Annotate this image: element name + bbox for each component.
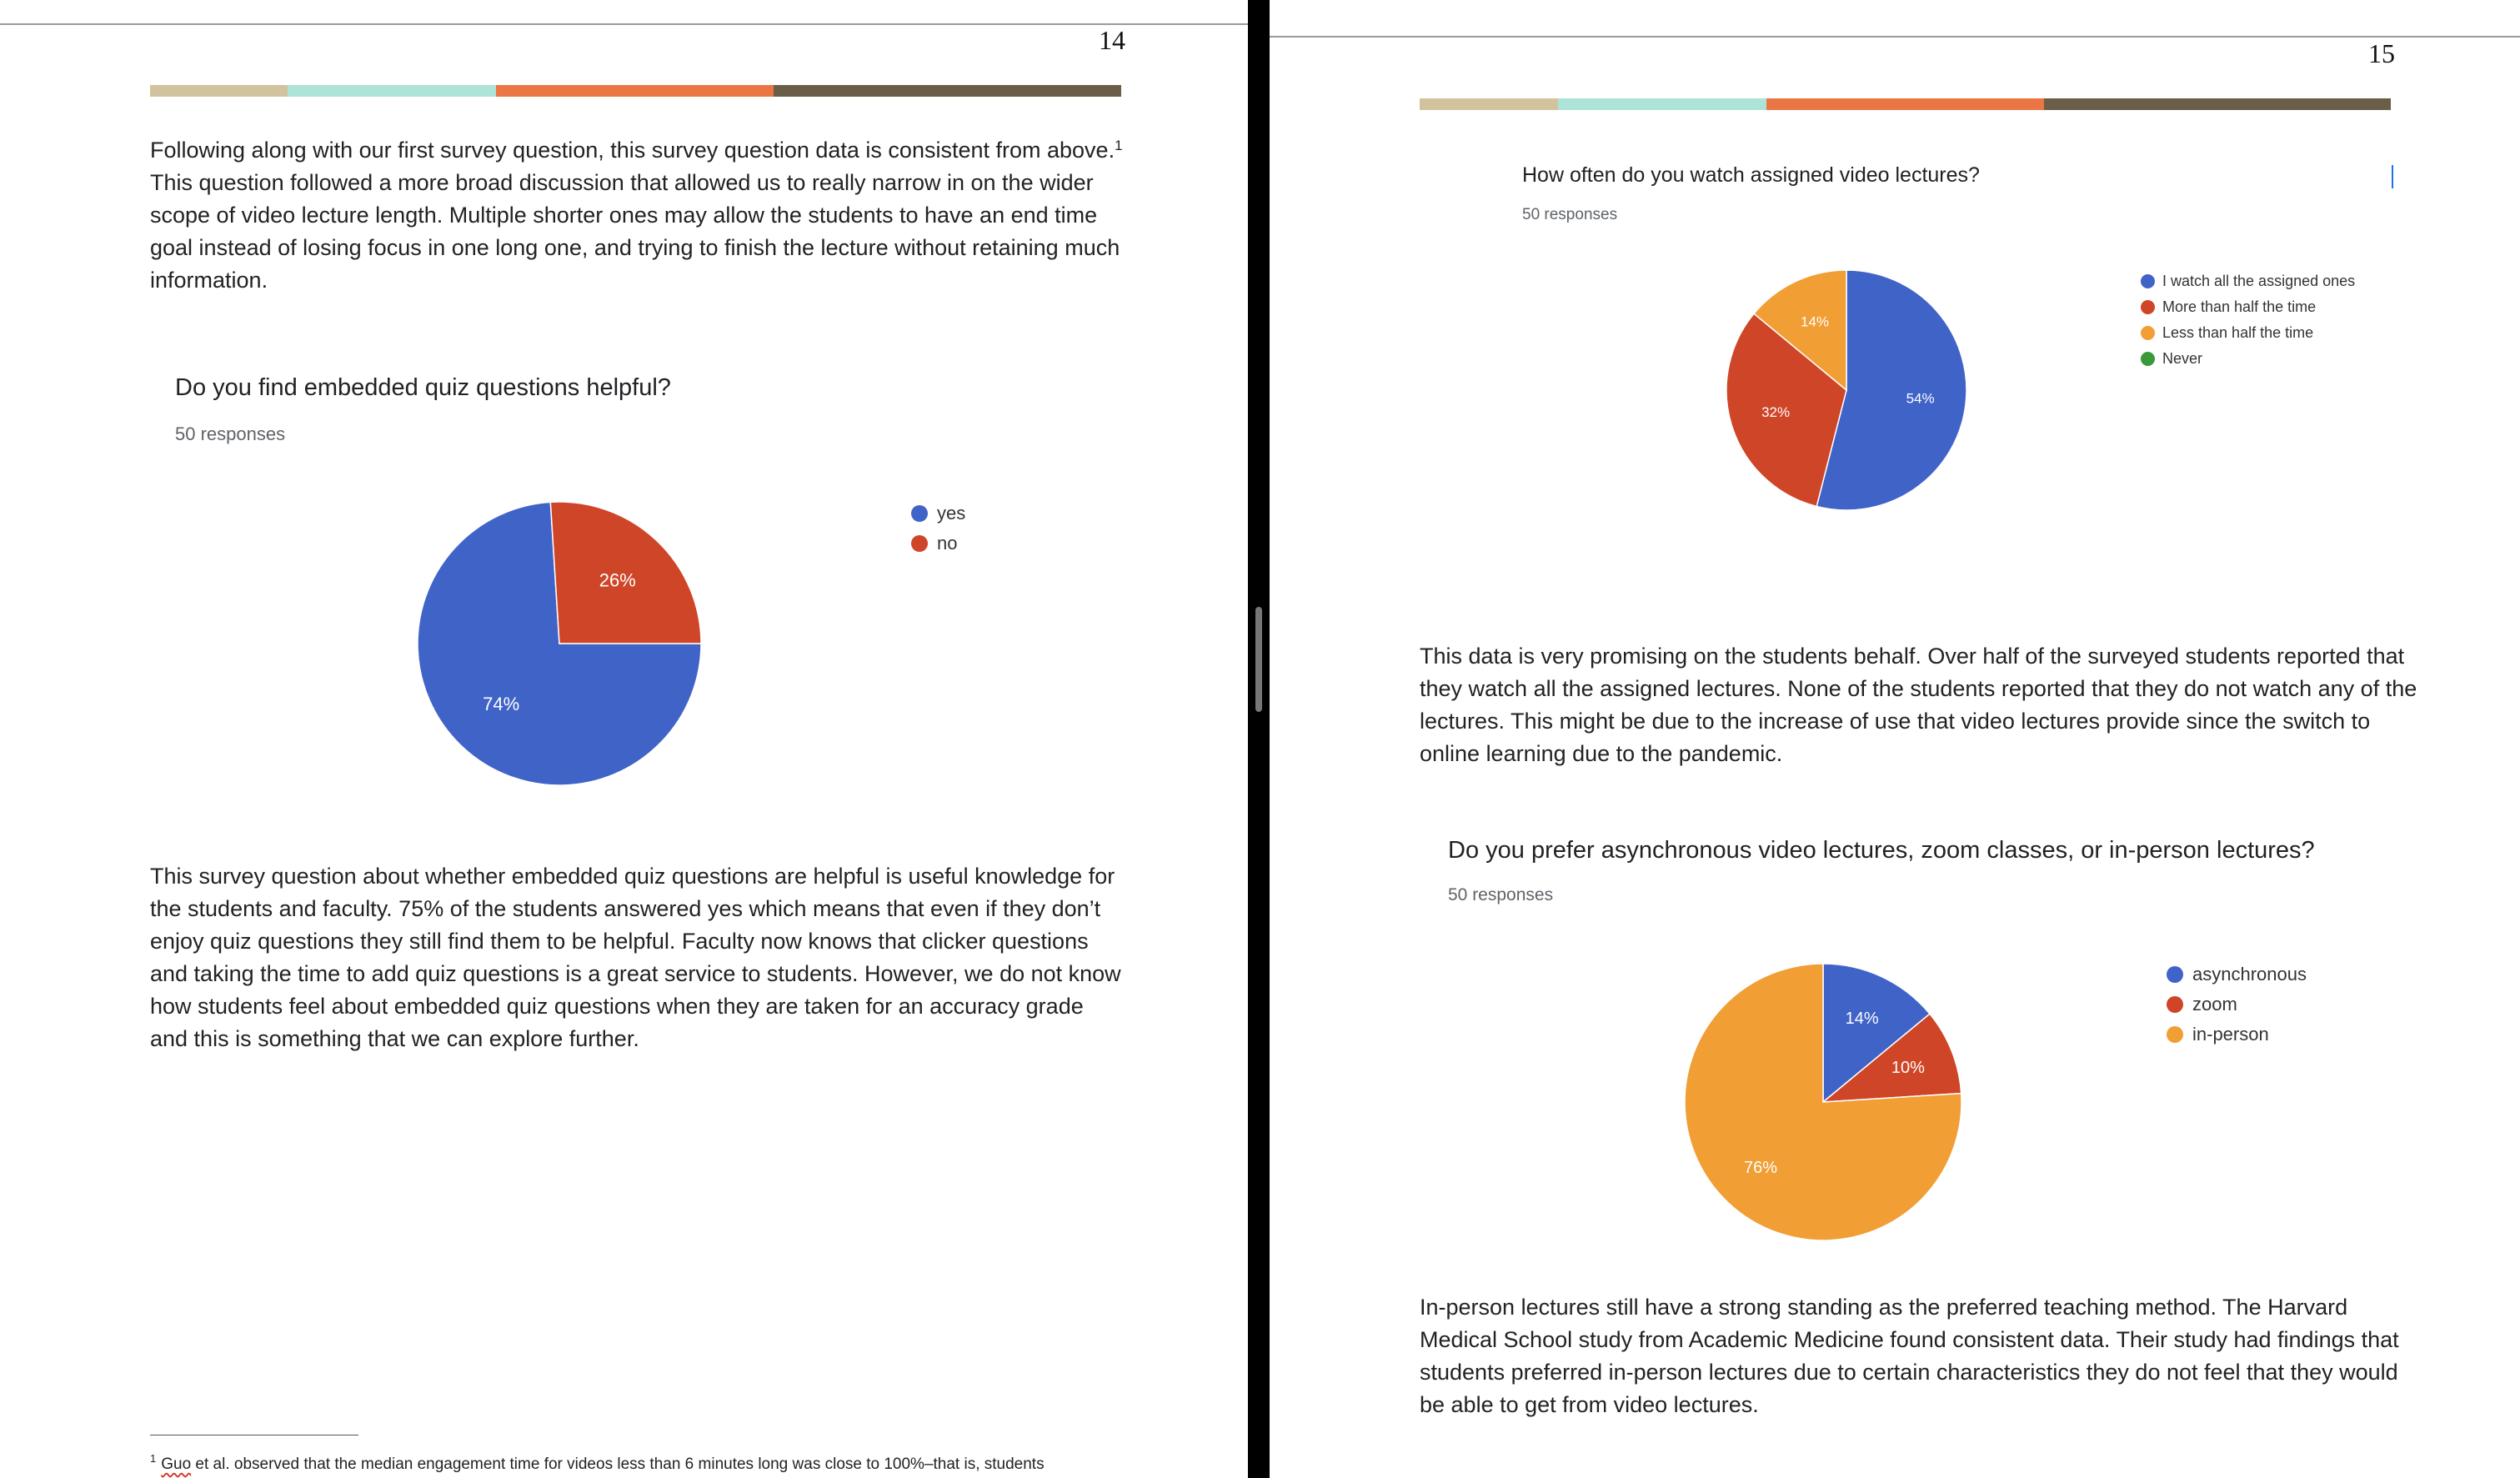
page-top-rule <box>1270 36 2520 38</box>
legend-swatch <box>2141 274 2155 288</box>
response-count: 50 responses <box>1448 885 1554 904</box>
legend-item-zoom: zoom <box>2167 990 2307 1020</box>
document-page-15: 15 How often do you watch assigned video… <box>1270 0 2520 1478</box>
legend-label: Less than half the time <box>2162 324 2314 341</box>
pie-slice-label: 32% <box>1761 404 1790 420</box>
pie-slice-label: 14% <box>1801 314 1829 330</box>
color-bar-segment <box>2044 98 2391 110</box>
pie-slice-label: 74% <box>483 694 519 714</box>
legend-swatch <box>2141 300 2155 314</box>
page-top-rule <box>0 23 1248 25</box>
chart-legend: yes no <box>911 499 965 559</box>
pie-slice-no <box>549 501 702 644</box>
split-view-scroll-handle[interactable] <box>1255 607 1262 712</box>
legend-swatch <box>911 535 928 552</box>
legend-swatch <box>2167 966 2183 983</box>
pie-slice-label: 14% <box>1846 1010 1879 1028</box>
legend-label: no <box>937 533 958 554</box>
legend-label: More than half the time <box>2162 298 2317 315</box>
watch-analysis-paragraph: This data is very promising on the stude… <box>1420 644 2417 766</box>
pie-slice-less-than-half-the-time <box>1752 269 1847 392</box>
chart-title: How often do you watch assigned video le… <box>1522 163 1980 187</box>
legend-swatch <box>2167 1026 2183 1043</box>
chart-legend: asynchronous zoom in-person <box>2167 959 2307 1050</box>
chart-title: Do you prefer asynchronous video lecture… <box>1448 837 2315 864</box>
pie-slice-i-watch-all-the-assigned-ones <box>1816 269 1967 511</box>
legend-label: in-person <box>2192 1024 2269 1045</box>
legend-swatch <box>2141 352 2155 366</box>
color-bar-segment <box>1766 98 2044 110</box>
watch-frequency-pie-chart: 54% 32% 14% <box>1726 269 1967 511</box>
pie-slice-label: 54% <box>1906 391 1935 407</box>
legend-item-asynchronous: asynchronous <box>2167 959 2307 990</box>
intro-paragraph: Following along with our first survey qu… <box>150 134 1127 297</box>
pie-slice-zoom <box>1821 1013 1962 1103</box>
response-count: 50 responses <box>175 423 286 444</box>
legend-item-i-watch-all-the-assigned-ones: I watch all the assigned ones <box>2141 268 2355 294</box>
pie-slice-label: 76% <box>1744 1159 1777 1177</box>
lecture-format-pie-chart: 14% 10% 76% <box>1684 963 1962 1241</box>
legend-item-more-than-half-the-time: More than half the time <box>2141 294 2355 320</box>
page-gutter <box>1248 0 1270 1478</box>
color-bar-segment <box>150 85 288 97</box>
legend-swatch <box>911 505 928 522</box>
quiz-analysis-paragraph: This survey question about whether embed… <box>150 864 1121 1051</box>
spellcheck-word[interactable]: Guo <box>161 1455 192 1473</box>
inperson-analysis-paragraph: In-person lectures still have a strong s… <box>1420 1295 2399 1417</box>
chart-legend: I watch all the assigned ones More than h… <box>2141 268 2355 372</box>
legend-swatch <box>2141 326 2155 340</box>
legend-label: yes <box>937 503 966 524</box>
decorative-color-bar <box>1420 98 2391 110</box>
pie-slice-label: 26% <box>599 569 636 590</box>
decorative-color-bar <box>150 85 1121 97</box>
pie-slice-more-than-half-the-time <box>1726 313 1847 508</box>
footnote: 1 Guo et al. observed that the median eng… <box>150 1452 1045 1475</box>
legend-item-less-than-half-the-time: Less than half the time <box>2141 320 2355 346</box>
legend-label: zoom <box>2192 994 2237 1015</box>
page-number: 14 <box>1099 25 1125 55</box>
legend-label: asynchronous <box>2192 964 2307 984</box>
document-page-14: 14 Following along with our first survey… <box>0 0 1248 1478</box>
page-number: 15 <box>2368 38 2395 68</box>
legend-item-never: Never <box>2141 346 2355 372</box>
pie-slice-asynchronous <box>1822 963 1931 1104</box>
legend-label: I watch all the assigned ones <box>2162 273 2356 289</box>
embedded-quiz-pie-chart: 74% 26% <box>417 501 702 786</box>
color-bar-segment <box>288 85 496 97</box>
legend-label: Never <box>2162 350 2203 367</box>
legend-swatch <box>2167 996 2183 1013</box>
intro-paragraph-continued: This question followed a more broad disc… <box>150 170 1120 293</box>
legend-item-no: no <box>911 529 965 559</box>
legend-item-yes: yes <box>911 499 965 529</box>
legend-item-in-person: in-person <box>2167 1020 2307 1050</box>
footnote-reference[interactable]: 1 <box>1115 138 1123 153</box>
chart-title: Do you find embedded quiz questions help… <box>175 374 671 401</box>
response-count: 50 responses <box>1522 206 1618 223</box>
text-cursor <box>2392 165 2393 188</box>
pie-slice-in-person <box>1684 963 1962 1241</box>
color-bar-segment <box>1558 98 1766 110</box>
color-bar-segment <box>496 85 774 97</box>
footnote-number: 1 <box>150 1452 157 1465</box>
pie-slice-label: 10% <box>1891 1059 1925 1077</box>
intro-paragraph-text: Following along with our first survey qu… <box>150 138 1115 163</box>
footnote-text: et al. observed that the median engageme… <box>191 1455 1045 1473</box>
color-bar-segment <box>774 85 1121 97</box>
color-bar-segment <box>1420 98 1558 110</box>
